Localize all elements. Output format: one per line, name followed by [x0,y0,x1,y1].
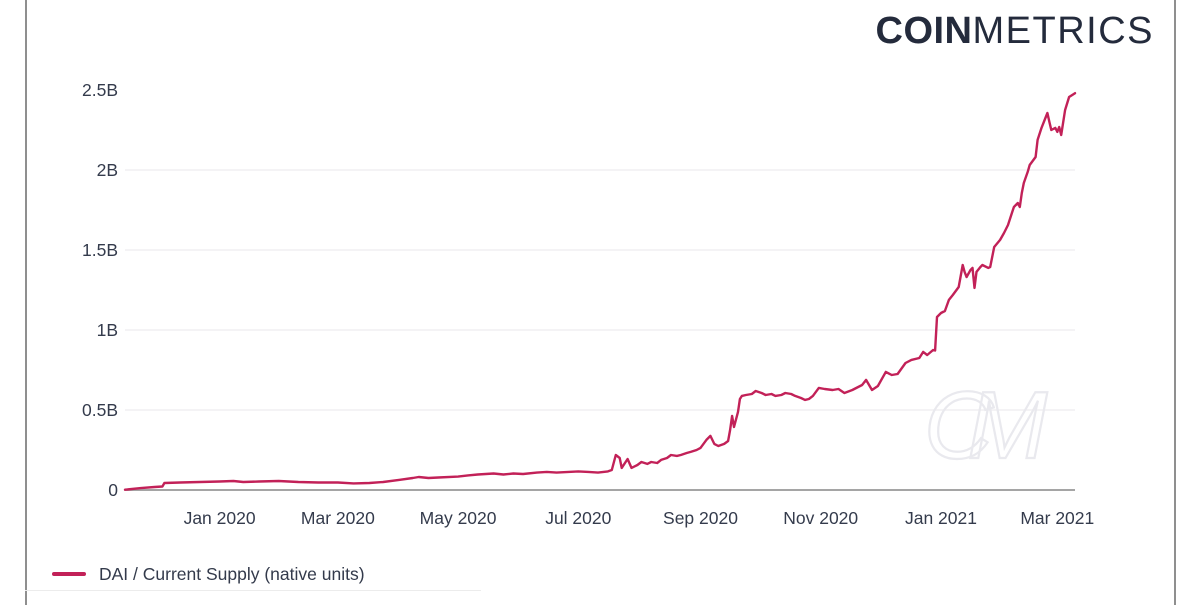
x-tick-label: Sep 2020 [663,508,738,528]
y-tick-label: 0 [108,480,118,500]
legend-label: DAI / Current Supply (native units) [99,563,365,584]
y-tick-label: 1.5B [82,240,118,260]
x-tick-label: Mar 2020 [301,508,375,528]
legend-item-dai-supply[interactable]: DAI / Current Supply (native units) [52,563,365,585]
legend-swatch [52,572,86,576]
x-tick-label: Mar 2021 [1020,508,1094,528]
x-tick-label: May 2020 [420,508,497,528]
y-tick-label: 0.5B [82,400,118,420]
bottom-hairline [25,590,481,591]
y-tick-label: 2.5B [82,80,118,100]
x-tick-label: Jul 2020 [545,508,611,528]
coinmetrics-logo: COINMETRICS [876,10,1155,52]
chart-card [25,0,1176,605]
x-tick-label: Jan 2020 [184,508,256,528]
logo-metrics: METRICS [972,10,1154,52]
series-line-dai-supply[interactable] [123,92,1077,491]
y-tick-label: 1B [97,320,118,340]
logo-coin: COIN [875,10,973,52]
cm-watermark: CM [924,372,1047,479]
x-tick-label: Jan 2021 [905,508,977,528]
x-tick-label: Nov 2020 [783,508,858,528]
y-tick-label: 2B [97,160,118,180]
